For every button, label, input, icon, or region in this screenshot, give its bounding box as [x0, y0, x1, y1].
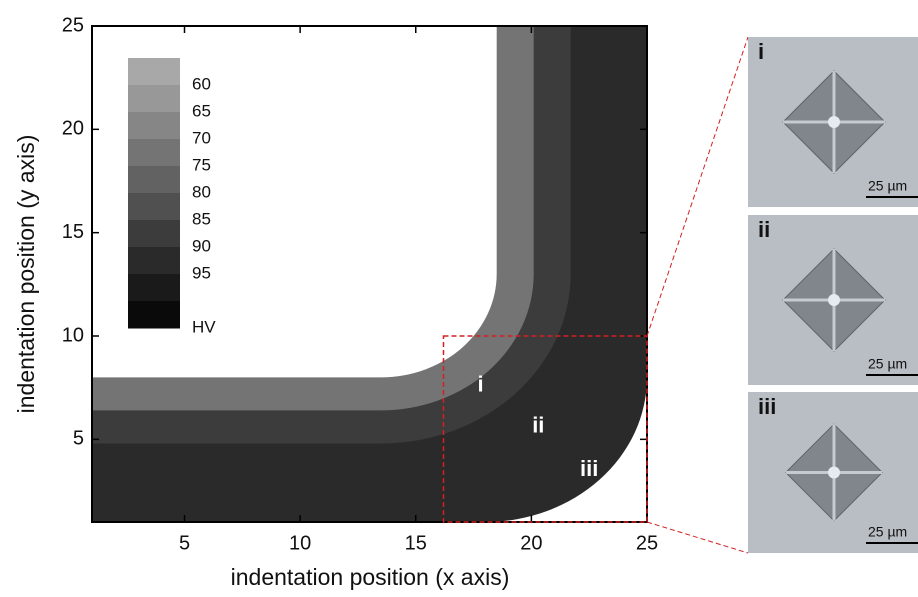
colorbar-band: [128, 220, 180, 248]
colorbar-tick-label: 95: [192, 263, 211, 282]
x-axis-title: indentation position (x axis): [231, 564, 510, 590]
scale-label: 25 µm: [868, 524, 907, 540]
colorbar-tick-label: 60: [192, 74, 211, 93]
scale-label: 25 µm: [868, 356, 907, 372]
colorbar-tick-label: 70: [192, 128, 211, 147]
annotation: ii: [532, 413, 544, 438]
zoom-connector: [647, 522, 748, 553]
colorbar-tick-label: 65: [192, 101, 211, 120]
colorbar-band: [128, 301, 180, 329]
y-tick-label: 20: [62, 118, 84, 140]
x-tick-label: 15: [405, 532, 427, 554]
x-tick-label: 20: [520, 532, 542, 554]
x-tick-label: 25: [636, 532, 658, 554]
colorbar-band: [128, 112, 180, 140]
y-tick-label: 10: [62, 324, 84, 346]
y-tick-label: 5: [73, 428, 84, 450]
colorbar-band: [128, 166, 180, 194]
x-tick-label: 10: [289, 532, 311, 554]
micrograph-label: i: [758, 39, 764, 64]
micrograph-label: iii: [758, 394, 776, 419]
colorbar-tick-label: 75: [192, 155, 211, 174]
colorbar-tick-label: 80: [192, 182, 211, 201]
indent-center: [828, 116, 840, 128]
y-tick-label: 15: [62, 221, 84, 243]
colorbar-band: [128, 193, 180, 221]
x-tick-label: 5: [179, 532, 190, 554]
indent-center: [828, 467, 840, 479]
colorbar-tick-label: 90: [192, 236, 211, 255]
annotation: iii: [580, 456, 598, 481]
colorbar-band: [128, 85, 180, 113]
scale-label: 25 µm: [868, 178, 907, 194]
y-axis-title: indentation position (y axis): [13, 135, 39, 414]
colorbar-unit: HV: [192, 317, 216, 336]
colorbar-band: [128, 58, 180, 86]
y-tick-label: 25: [62, 14, 84, 36]
colorbar-band: [128, 247, 180, 275]
indent-center: [828, 294, 840, 306]
colorbar-tick-label: 85: [192, 209, 211, 228]
chart: indentation position (x axis) indentatio…: [0, 0, 918, 597]
colorbar-band: [128, 139, 180, 167]
micrograph-label: ii: [758, 217, 770, 242]
annotation: i: [477, 371, 483, 396]
colorbar-band: [128, 274, 180, 302]
zoom-connector: [647, 37, 748, 336]
